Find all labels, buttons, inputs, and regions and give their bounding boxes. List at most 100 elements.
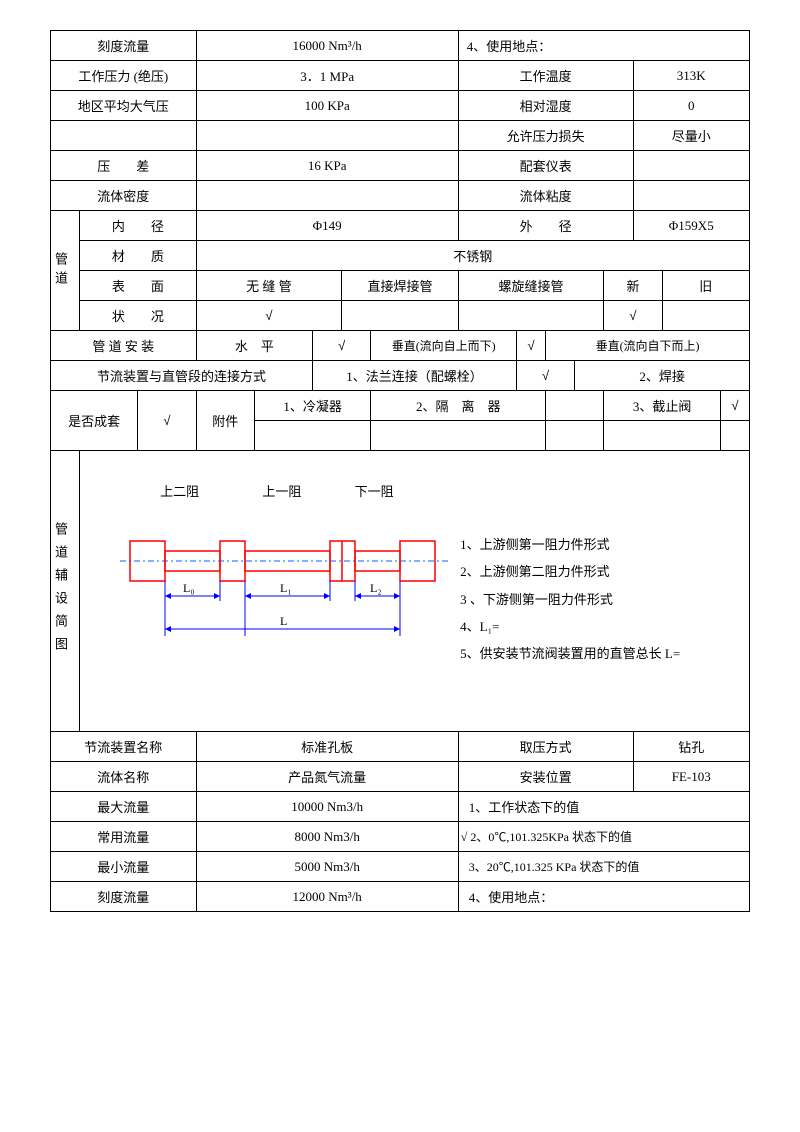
label: 相对湿度 [458,91,633,121]
value: 0 [633,91,750,121]
label: 管 道 安 装 [51,331,197,361]
label: 地区平均大气压 [51,91,197,121]
label: 流体密度 [51,181,197,211]
label: 外 径 [458,211,633,241]
label: 压 差 [51,151,197,181]
value [458,301,604,331]
table-row: 刻度流量 16000 Nm³/h 4、使用地点： [51,31,750,61]
label: 内 径 [80,211,197,241]
value: 标准孔板 [196,732,458,762]
value [196,121,458,151]
value: 313K [633,61,750,91]
check: √ [138,391,196,451]
check: √ [720,391,749,421]
label: 表 面 [80,271,197,301]
value: 垂直(流向自上而下) [371,331,517,361]
table-row: 常用流量 8000 Nm3/h √ 2、0℃,101.325KPa 状态下的值 [51,822,750,852]
value: 钻孔 [633,732,750,762]
value: 5000 Nm3/h [196,852,458,882]
value: 螺旋缝接管 [458,271,604,301]
label: 工作温度 [458,61,633,91]
check: √ [517,361,575,391]
label: 安装位置 [458,762,633,792]
label: 允许压力损失 [458,121,633,151]
check: √ [604,301,662,331]
table-row: 材 质 不锈钢 [51,241,750,271]
value: 16000 Nm³/h [196,31,458,61]
table-row: 节流装置与直管段的连接方式 1、法兰连接（配螺栓） √ 2、焊接 [51,361,750,391]
table-row: 允许压力损失 尽量小 [51,121,750,151]
svg-text:L₁: L₁ [280,581,292,595]
value: FE-103 [633,762,750,792]
diagram-top-labels: 上二阻 上一阻 下一阻 [140,481,394,500]
value: 新 [604,271,662,301]
value: 1、工作状态下的值 [458,792,749,822]
value: 16 KPa [196,151,458,181]
label: 配套仪表 [458,151,633,181]
value: 1、法兰连接（配螺栓） [313,361,517,391]
value: 8000 Nm3/h [196,822,458,852]
diagram-annotations: 1、上游侧第一阻力件形式 2、上游侧第二阻力件形式 3 、下游侧第一阻力件形式 … [460,531,680,667]
label [51,121,197,151]
value [371,421,546,451]
label: 节流装置与直管段的连接方式 [51,361,313,391]
table-row: 管 道 安 装 水 平 √ 垂直(流向自上而下) √ 垂直(流向自下而上) [51,331,750,361]
label: 刻度流量 [51,31,197,61]
value [633,151,750,181]
value: 3、20℃,101.325 KPa 状态下的值 [458,852,749,882]
value: 3、截止阀 [604,391,721,421]
check: √ [517,331,546,361]
value: 2、焊接 [575,361,750,391]
value: 1、冷凝器 [254,391,371,421]
value: 3．1 MPa [196,61,458,91]
pipe-label: 管道 [51,211,80,331]
value: 垂直(流向自下而上) [546,331,750,361]
value [196,181,458,211]
table-row: 节流装置名称 标准孔板 取压方式 钻孔 [51,732,750,762]
diagram-row: 管道辅设简图 上二阻 上一阻 下一阻 [51,451,750,732]
table-row: 流体密度 流体粘度 [51,181,750,211]
label: 取压方式 [458,732,633,762]
label: 附件 [196,391,254,451]
value [254,421,371,451]
value: Φ149 [196,211,458,241]
value: 不锈钢 [196,241,749,271]
value [546,391,604,421]
label: 流体名称 [51,762,197,792]
label: 刻度流量 [51,882,197,912]
check: √ [196,301,342,331]
pipe-svg: L₀ L₁ L₂ L [120,511,460,671]
table-row: 表 面 无 缝 管 直接焊接管 螺旋缝接管 新 旧 [51,271,750,301]
svg-text:L: L [280,614,287,628]
label: 材 质 [80,241,197,271]
table-row: 状 况 √ √ [51,301,750,331]
diagram-side-label: 管道辅设简图 [51,451,80,732]
svg-text:L₂: L₂ [370,581,382,595]
table-row: 最小流量 5000 Nm3/h 3、20℃,101.325 KPa 状态下的值 [51,852,750,882]
value: 10000 Nm3/h [196,792,458,822]
value: Φ159X5 [633,211,750,241]
label: 流体粘度 [458,181,633,211]
pipe-diagram: 上二阻 上一阻 下一阻 [80,451,750,732]
label: 4、使用地点： [458,31,749,61]
value [662,301,749,331]
label: 状 况 [80,301,197,331]
table-row: 刻度流量 12000 Nm³/h 4、使用地点： [51,882,750,912]
value [604,421,721,451]
value: 100 KPa [196,91,458,121]
value: 无 缝 管 [196,271,342,301]
value [342,301,459,331]
value: 旧 [662,271,749,301]
label: 节流装置名称 [51,732,197,762]
label: 是否成套 [51,391,138,451]
svg-text:L₀: L₀ [183,581,195,595]
value: 产品氮气流量 [196,762,458,792]
table-row: 最大流量 10000 Nm3/h 1、工作状态下的值 [51,792,750,822]
value [720,421,749,451]
value: 2、隔 离 器 [371,391,546,421]
label: 常用流量 [51,822,197,852]
label: 最大流量 [51,792,197,822]
table-row: 流体名称 产品氮气流量 安装位置 FE-103 [51,762,750,792]
spec-table: 刻度流量 16000 Nm³/h 4、使用地点： 工作压力 (绝压) 3．1 M… [50,30,750,912]
value: 12000 Nm³/h [196,882,458,912]
